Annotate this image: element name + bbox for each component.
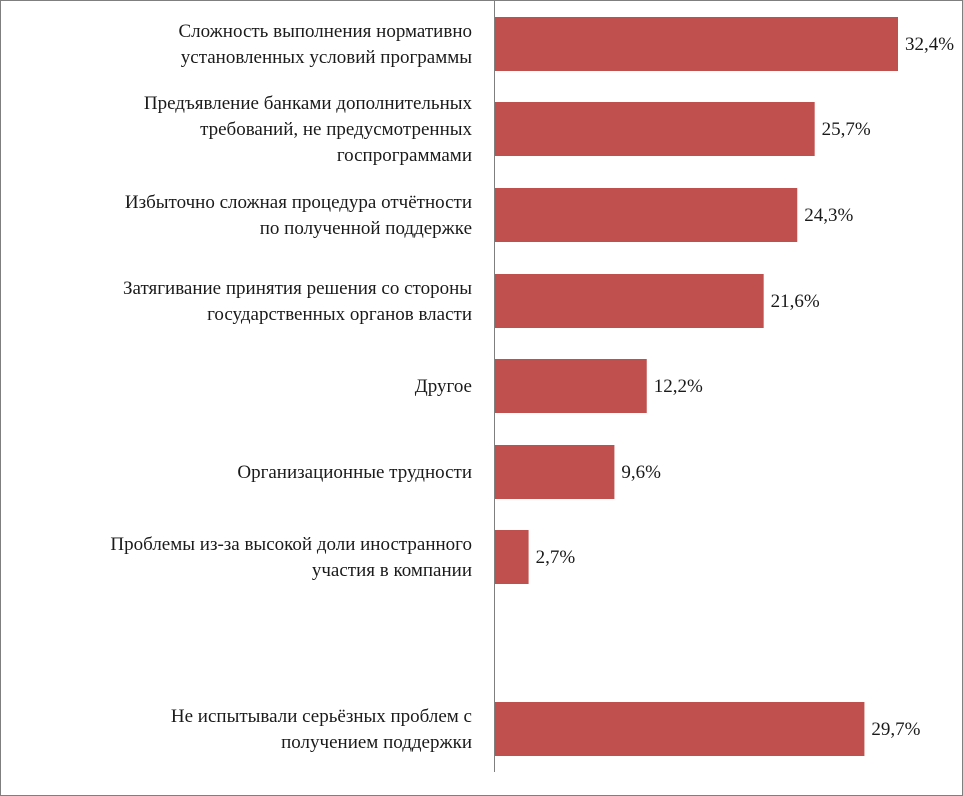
bar-2 — [495, 102, 815, 156]
category-label-7: Проблемы из-за высокой доли иностранного… — [110, 534, 472, 581]
category-label-line: Организационные трудности — [237, 462, 472, 483]
category-label-line: Избыточно сложная процедура отчётности — [125, 192, 472, 213]
bar-3 — [495, 188, 798, 242]
bar-4 — [495, 274, 764, 328]
category-label-1: Сложность выполнения нормативно установле… — [179, 21, 473, 68]
category-label-line: Не испытывали серьёзных проблем с — [171, 706, 472, 727]
category-label-line: Другое — [415, 376, 472, 397]
bar-1 — [495, 17, 898, 71]
bar-7 — [495, 530, 529, 584]
value-label-2: 25,7% — [822, 119, 871, 140]
category-label-3: Избыточно сложная процедура отчётности по… — [125, 192, 472, 239]
category-label-4: Затягивание принятия решения со стороны г… — [123, 278, 472, 325]
value-label-6: 9,6% — [621, 462, 661, 483]
category-label-line: получением поддержки — [281, 732, 472, 753]
category-label-line: установленных условий программы — [181, 47, 472, 68]
category-label-line: госпрограммами — [337, 145, 472, 166]
value-label-3: 24,3% — [804, 205, 853, 226]
value-label-4: 21,6% — [771, 291, 820, 312]
category-label-2: Предъявление банками дополнительных требо… — [144, 93, 473, 166]
bar-8 — [495, 702, 865, 756]
category-label-line: государственных органов власти — [207, 304, 472, 325]
value-label-8: 29,7% — [871, 719, 920, 740]
category-label-line: Проблемы из-за высокой доли иностранного — [110, 534, 472, 555]
category-label-line: участия в компании — [312, 560, 472, 581]
category-label-line: Затягивание принятия решения со стороны — [123, 278, 472, 299]
category-label-line: требований, не предусмотренных — [200, 119, 472, 140]
value-label-7: 2,7% — [536, 547, 576, 568]
value-label-5: 12,2% — [654, 376, 703, 397]
bar-6 — [495, 445, 615, 499]
category-label-8: Не испытывали серьёзных проблем с получен… — [171, 706, 472, 753]
category-label-6: Организационные трудности — [237, 462, 472, 483]
bar-5 — [495, 359, 647, 413]
value-label-1: 32,4% — [905, 34, 954, 55]
category-label-line: Предъявление банками дополнительных — [144, 93, 473, 114]
category-label-line: Сложность выполнения нормативно — [179, 21, 473, 42]
category-label-5: Другое — [415, 376, 472, 397]
category-label-line: по полученной поддержке — [260, 218, 472, 239]
